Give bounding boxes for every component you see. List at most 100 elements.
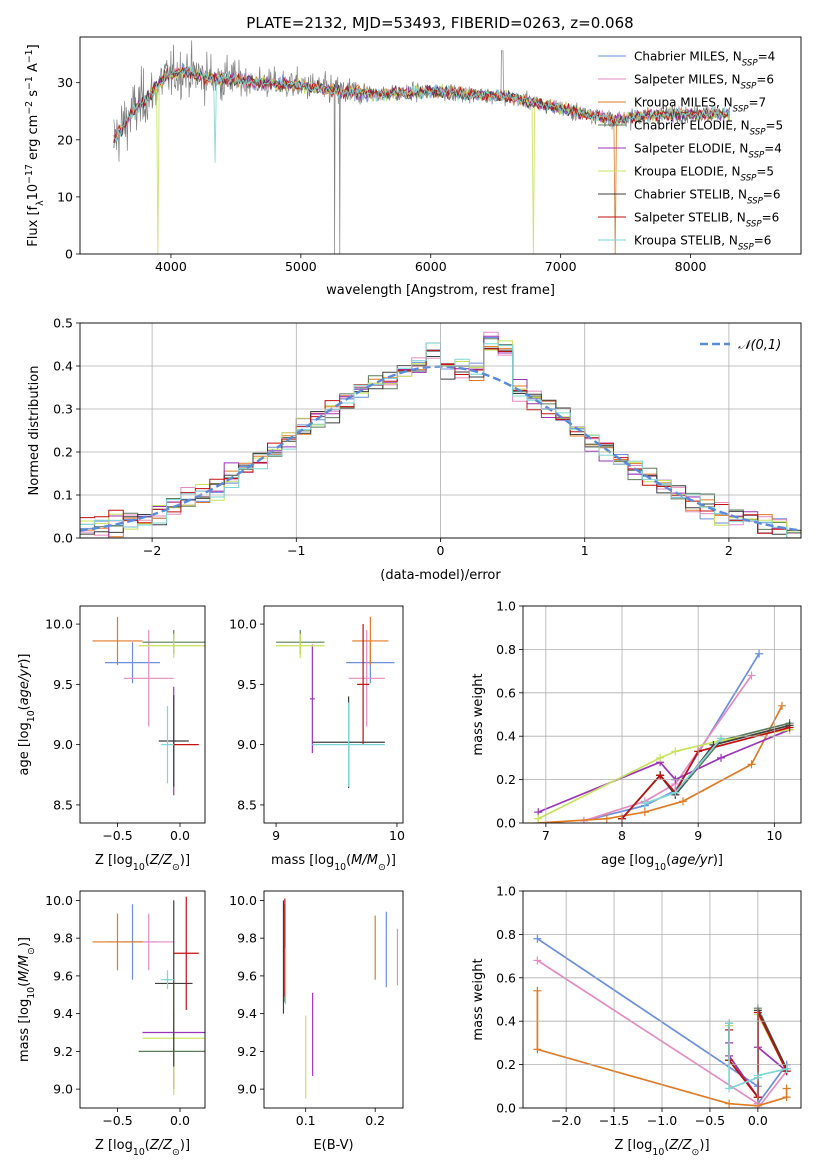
- x-axis-label: E(B-V): [313, 1138, 353, 1153]
- y-tick-label: 9.6: [53, 968, 73, 983]
- y-tick-label: 0.8: [496, 642, 516, 657]
- weight-marker-2: [777, 701, 786, 710]
- x-tick-label: −1: [287, 543, 305, 558]
- label-part: 10: [334, 862, 346, 873]
- model-fit-line-8: [113, 65, 730, 163]
- label-part: =5: [756, 165, 774, 179]
- weight-marker-8: [782, 1064, 791, 1073]
- label-part: Chabrier STELIB, N: [634, 188, 747, 202]
- y-tick-label: 20: [57, 132, 73, 147]
- y-tick-label: 9.0: [237, 1082, 257, 1097]
- label-part: Kroupa MILES, N: [634, 96, 733, 110]
- x-tick-label: −1.0: [647, 1113, 677, 1128]
- y-tick-label: 9.6: [237, 968, 257, 983]
- label-part: =6: [763, 188, 781, 202]
- label-part: SSP: [738, 243, 755, 253]
- x-tick-label: −0.5: [102, 1113, 132, 1128]
- label-part: 10: [654, 862, 666, 873]
- x-axis-label: Z [log10(Z/Z⊙)]: [614, 1138, 709, 1158]
- x-axis-label: Z [log10(Z/Z⊙)]: [95, 853, 190, 873]
- label-part: ⊙: [378, 862, 386, 873]
- label-part: SSP: [742, 59, 759, 69]
- label-part: SSP: [741, 174, 758, 184]
- plot-area-mass-vs-EBV: [282, 898, 399, 1099]
- label-part: SSP: [748, 151, 765, 161]
- x-tick-label: 0.0: [748, 1113, 768, 1128]
- y-tick-label: 0.8: [496, 927, 516, 942]
- label-part: s: [26, 90, 41, 101]
- y-tick-label: 10: [57, 189, 73, 204]
- weight-marker-2: [725, 1099, 734, 1108]
- label-part: )]: [386, 853, 396, 868]
- label-part: SSP: [741, 82, 758, 92]
- label-part: 10: [133, 1147, 145, 1158]
- label-part: =7: [749, 96, 767, 110]
- weight-marker-2: [678, 797, 687, 806]
- x-tick-label: 7: [542, 828, 550, 843]
- label-part: )]: [713, 853, 723, 868]
- y-tick-label: 9.2: [53, 1044, 73, 1059]
- label-part: (: [666, 853, 671, 868]
- label-part: =5: [765, 119, 783, 133]
- y-axis-label: age [log10(age/yr)]: [17, 653, 37, 775]
- y-axis-label: mass [log10(M/M⊙)]: [17, 937, 37, 1062]
- y-tick-label: 9.8: [53, 931, 73, 946]
- y-tick-label: 0.6: [496, 970, 516, 985]
- label-part: Z [log: [95, 1138, 133, 1153]
- y-tick-label: 10.0: [45, 893, 73, 908]
- y-tick-label: 0.4: [496, 729, 516, 744]
- weight-marker-2: [747, 760, 756, 769]
- plot-area-age-vs-mass: [276, 616, 395, 789]
- x-tick-label: 0.2: [365, 1113, 385, 1128]
- label-part: 10: [26, 710, 37, 722]
- axes-spectrum: 4000 5000 6000 7000 8000 0 10 20 30 wavelength [A…: [24, 36, 802, 298]
- x-tick-label: 5000: [285, 259, 317, 274]
- weight-marker-1: [747, 671, 756, 680]
- legend-entry-1: Salpeter MILES, NSSP=6: [634, 73, 774, 92]
- axes-residuals: −2 −1 0 1 2 0.0 0.1 0.2 0.3 0.4 0.5 (data-model)/er…: [27, 316, 802, 583]
- axes-weight-vs-Z: −2.0 −1.5 −1.0 −0.5 0.0 0.0 0.2 0.4 0.6 0.8 1.0 Z […: [471, 884, 802, 1158]
- weight-marker-5: [671, 747, 680, 756]
- weight-line-1: [583, 674, 753, 822]
- weight-marker-8: [725, 1019, 734, 1028]
- label-part: erg cm: [26, 115, 41, 164]
- x-tick-label: 0.0: [170, 1113, 190, 1128]
- y-tick-label: 0.1: [53, 488, 73, 503]
- legend-entry-4: Salpeter ELODIE, NSSP=4: [634, 142, 782, 161]
- label-part: ⊙: [172, 862, 180, 873]
- y-tick-label: 9.4: [237, 1006, 257, 1021]
- label-part: )]: [699, 1138, 709, 1153]
- legend-entry-6: Chabrier STELIB, NSSP=6: [634, 188, 781, 207]
- y-tick-label: 9.2: [237, 1044, 257, 1059]
- label-part: −1: [24, 76, 35, 90]
- label-part: −2: [24, 101, 35, 115]
- x-tick-label: 10: [389, 828, 405, 843]
- label-part: 10: [652, 1147, 664, 1158]
- label-part: (: [17, 705, 32, 710]
- label-part: mass [log: [17, 999, 32, 1062]
- y-tick-label: 9.0: [237, 737, 257, 752]
- axes-frame: [522, 890, 802, 1109]
- x-axis-label: Z [log10(Z/Z⊙)]: [95, 1138, 190, 1158]
- legend-entry-5: Kroupa ELODIE, NSSP=5: [634, 165, 774, 184]
- label-part: Z/Z: [149, 853, 173, 868]
- x-tick-label: −2.0: [551, 1113, 581, 1128]
- label-part: =6: [762, 211, 780, 225]
- label-part: (: [145, 853, 150, 868]
- x-tick-label: 1: [581, 543, 589, 558]
- axes-age-vs-Z: −0.5 0.08.59.09.510.0Z [log10(Z/Z⊙)]age […: [17, 605, 206, 873]
- legend-entry-2: Kroupa MILES, NSSP=7: [634, 96, 766, 115]
- weight-marker-7: [785, 723, 794, 732]
- y-tick-label: 9.0: [53, 1082, 73, 1097]
- weight-marker-0: [755, 649, 764, 658]
- x-axis-label: (data-model)/error: [380, 568, 501, 583]
- legend-entry-normal: 𝒩(0,1): [738, 338, 781, 353]
- y-tick-label: 0.2: [53, 445, 73, 460]
- x-tick-label: 10: [766, 828, 782, 843]
- y-tick-label: 0.4: [53, 359, 73, 374]
- label-part: Z [log: [614, 1138, 652, 1153]
- plot-area-weight-vs-age: [534, 649, 794, 823]
- label-part: Z/Z: [149, 1138, 173, 1153]
- label-part: age/yr: [17, 662, 32, 705]
